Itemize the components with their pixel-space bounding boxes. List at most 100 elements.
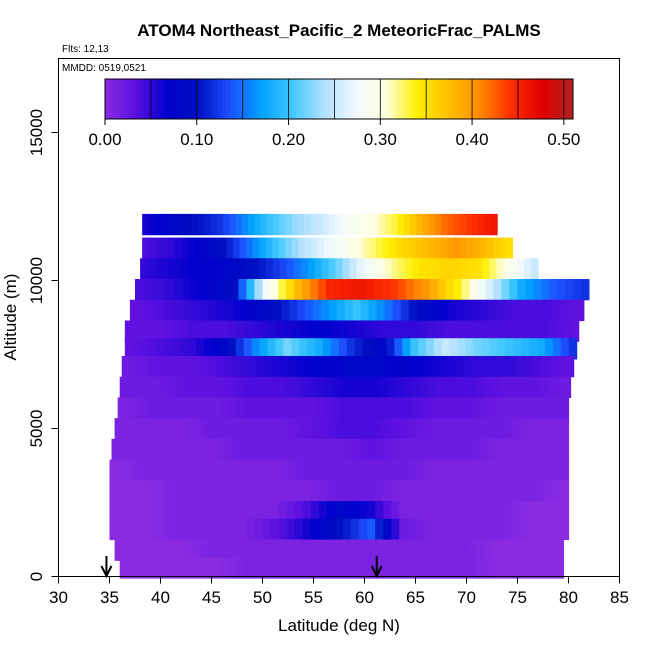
heat-cell <box>178 418 187 440</box>
heat-cell <box>142 213 149 236</box>
heat-cell <box>371 320 381 342</box>
heat-cell <box>223 438 233 461</box>
heat-cell <box>238 459 247 481</box>
heat-cell <box>165 397 174 419</box>
heat-cell <box>319 539 328 561</box>
heat-cell <box>512 299 521 322</box>
heat-cell <box>174 237 182 259</box>
colorbar-tick-label: 0.20 <box>272 130 305 149</box>
heat-cell <box>501 279 510 301</box>
colorbar-swatch <box>296 79 301 119</box>
heat-cell <box>419 258 427 280</box>
heat-cell <box>206 501 215 523</box>
heat-cell <box>447 501 457 523</box>
heat-cell <box>454 355 464 378</box>
heat-cell <box>286 279 295 301</box>
heat-cell <box>257 418 267 440</box>
heat-cell <box>423 480 433 502</box>
heat-cell <box>311 539 320 561</box>
heat-cell <box>288 355 297 378</box>
heat-cell <box>388 376 398 399</box>
heat-cell <box>508 539 517 561</box>
heat-cell <box>157 397 166 419</box>
heat-cell <box>247 438 257 461</box>
heat-cell <box>239 237 247 259</box>
colorbar-swatch <box>190 79 196 119</box>
heat-cell <box>273 299 282 322</box>
heat-cell <box>488 299 497 322</box>
heat-cell <box>500 539 509 561</box>
colorbar-swatch <box>311 79 317 119</box>
heat-cell <box>499 237 507 259</box>
heat-cell <box>219 338 229 360</box>
heat-cell <box>505 237 513 259</box>
heat-cell <box>236 397 245 419</box>
heat-cell <box>528 459 537 481</box>
heat-cell <box>302 518 312 541</box>
heat-cell <box>313 299 322 322</box>
heat-cell <box>529 338 538 360</box>
heat-cell <box>544 501 553 523</box>
heat-cell <box>445 279 455 301</box>
dates-label: MMDD: 0519,0521 <box>62 63 146 74</box>
heat-cell <box>522 320 532 342</box>
heat-cell <box>151 438 161 461</box>
heat-cell <box>117 459 127 481</box>
heat-cell <box>407 459 417 481</box>
colorbar-swatch <box>339 79 344 119</box>
heat-cell <box>478 355 487 378</box>
heat-cell <box>523 258 532 280</box>
heat-cell <box>310 501 320 523</box>
heat-cell <box>162 418 171 440</box>
heat-cell <box>486 237 494 259</box>
heat-cell <box>465 397 475 419</box>
heat-cell <box>278 518 288 541</box>
heat-cell <box>204 397 214 419</box>
colorbar-swatch <box>159 79 164 119</box>
heat-cell <box>473 397 483 419</box>
heat-cell <box>423 459 433 481</box>
heat-cell <box>471 459 481 481</box>
heat-cell <box>362 397 372 419</box>
heat-cell <box>521 338 530 360</box>
heat-cell <box>251 338 261 360</box>
heat-cell <box>447 518 457 541</box>
heat-cell <box>496 459 505 481</box>
heat-cell <box>483 376 493 399</box>
heat-cell <box>447 459 457 481</box>
heat-cell <box>438 355 448 378</box>
heat-cell <box>231 438 241 461</box>
heat-cell <box>433 338 443 360</box>
heat-cell <box>513 338 522 360</box>
heat-cell <box>456 299 465 322</box>
heat-cell <box>292 320 301 342</box>
heat-cell <box>552 518 562 541</box>
heat-cell <box>475 376 485 399</box>
heat-cell <box>252 320 261 342</box>
heat-cell <box>278 501 288 523</box>
heat-cell <box>283 397 293 419</box>
heat-cell <box>271 438 281 461</box>
heat-cell <box>441 418 450 440</box>
colorbar-swatch <box>444 79 449 119</box>
heat-cell <box>242 418 251 440</box>
heat-cell <box>370 258 378 280</box>
heat-cell <box>391 480 400 502</box>
heat-cell <box>479 480 489 502</box>
heat-cell <box>323 397 332 419</box>
heat-cell <box>177 355 186 378</box>
heat-cell <box>464 418 474 440</box>
heat-cell <box>214 279 224 301</box>
heat-cell <box>410 397 419 419</box>
heat-cell <box>335 355 345 378</box>
colorbar-swatch <box>233 79 239 119</box>
heat-cell <box>363 258 372 280</box>
heat-cell <box>446 355 456 378</box>
heat-cell <box>441 338 451 360</box>
heat-cell <box>125 397 135 419</box>
heat-cell <box>368 299 378 322</box>
colorbar-swatch <box>163 79 168 119</box>
heat-cell <box>155 237 163 259</box>
heat-cell <box>181 501 191 523</box>
colorbar-swatch <box>319 79 324 119</box>
